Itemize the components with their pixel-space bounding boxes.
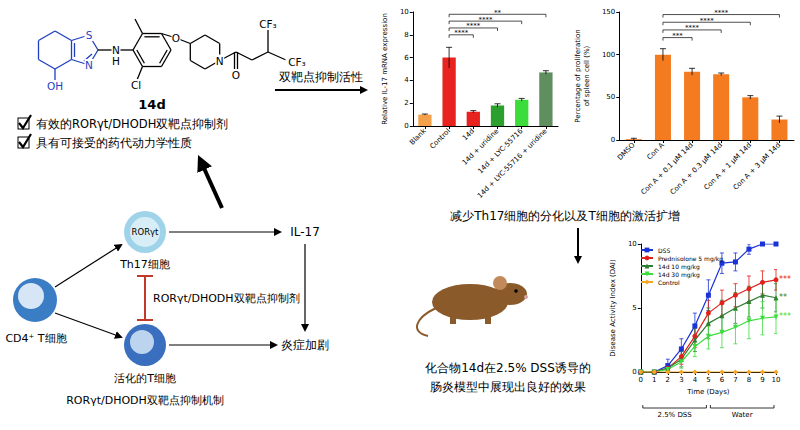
- svg-text:双靶点抑制活性: 双靶点抑制活性: [279, 70, 363, 84]
- svg-text:100: 100: [602, 51, 615, 59]
- svg-text:***: ***: [672, 32, 683, 40]
- svg-text:***: ***: [779, 312, 791, 321]
- svg-text:减少Th17细胞的分化以及T细胞的激活扩增: 减少Th17细胞的分化以及T细胞的激活扩增: [450, 209, 680, 223]
- svg-text:5: 5: [706, 376, 710, 384]
- svg-text:O: O: [172, 32, 180, 44]
- svg-text:0: 0: [632, 368, 636, 376]
- svg-text:of spleen cell (%): of spleen cell (%): [583, 45, 591, 106]
- svg-text:****: ****: [700, 17, 715, 25]
- svg-text:14d + LYC-55716: 14d + LYC-55716: [476, 127, 524, 175]
- svg-text:****: ****: [685, 24, 700, 32]
- svg-text:Blank: Blank: [408, 126, 428, 146]
- svg-text:2: 2: [404, 99, 408, 107]
- svg-text:Con A + 1 μM 14d: Con A + 1 μM 14d: [703, 141, 754, 192]
- svg-text:O: O: [232, 69, 240, 81]
- svg-text:RORγt/DHODH双靶点抑制剂: RORγt/DHODH双靶点抑制剂: [153, 292, 300, 305]
- svg-text:N: N: [216, 55, 224, 67]
- svg-text:Prednisolone 5 mg/kg: Prednisolone 5 mg/kg: [658, 255, 723, 263]
- svg-text:RORγt: RORγt: [132, 227, 160, 237]
- svg-text:14d: 14d: [138, 97, 165, 112]
- svg-text:**: **: [779, 293, 787, 302]
- svg-text:****: ****: [478, 16, 493, 24]
- svg-text:Water: Water: [732, 411, 753, 419]
- svg-text:***: ***: [779, 275, 791, 284]
- svg-text:肠炎模型中展现出良好的效果: 肠炎模型中展现出良好的效果: [430, 380, 586, 394]
- svg-text:RORγt/DHODH双靶点抑制机制: RORγt/DHODH双靶点抑制机制: [66, 394, 224, 407]
- svg-text:活化的T细胞: 活化的T细胞: [114, 372, 176, 385]
- svg-text:14d + LYC-55716 + uridine: 14d + LYC-55716 + uridine: [476, 127, 549, 200]
- svg-text:8: 8: [747, 376, 751, 384]
- svg-text:Disease Activity Index (DAI): Disease Activity Index (DAI): [609, 259, 617, 357]
- svg-text:DMSO: DMSO: [616, 141, 637, 162]
- svg-text:**: **: [494, 9, 502, 17]
- svg-text:具有可接受的药代动力学性质: 具有可接受的药代动力学性质: [36, 136, 192, 150]
- svg-text:****: ****: [454, 29, 469, 37]
- svg-text:Control: Control: [658, 279, 680, 286]
- svg-text:Relative IL-17 mRNA expression: Relative IL-17 mRNA expression: [381, 13, 389, 125]
- svg-text:5: 5: [632, 304, 636, 312]
- svg-text:N: N: [85, 59, 93, 71]
- svg-text:Control: Control: [428, 127, 452, 151]
- svg-text:14d: 14d: [461, 127, 476, 142]
- svg-text:DSS: DSS: [658, 247, 670, 254]
- svg-text:14d + uridine: 14d + uridine: [460, 127, 501, 167]
- svg-text:Con A + 0.3 μM 14d: Con A + 0.3 μM 14d: [669, 141, 724, 196]
- svg-text:OH: OH: [47, 80, 63, 92]
- svg-text:6: 6: [720, 376, 725, 384]
- svg-text:6: 6: [404, 54, 409, 62]
- svg-text:化合物14d在2.5% DSS诱导的: 化合物14d在2.5% DSS诱导的: [425, 361, 591, 375]
- svg-text:有效的RORγt/DHODH双靶点抑制剂: 有效的RORγt/DHODH双靶点抑制剂: [36, 117, 228, 131]
- svg-text:0: 0: [404, 122, 408, 130]
- svg-text:14d 30 mg/kg: 14d 30 mg/kg: [658, 271, 700, 279]
- svg-text:1: 1: [652, 376, 656, 384]
- svg-text:H: H: [112, 55, 120, 67]
- svg-text:14d 10 mg/kg: 14d 10 mg/kg: [658, 263, 700, 271]
- svg-text:4: 4: [404, 76, 409, 84]
- svg-text:7: 7: [733, 376, 737, 384]
- svg-text:Th17细胞: Th17细胞: [119, 258, 170, 271]
- svg-text:CD4⁺ T细胞: CD4⁺ T细胞: [5, 332, 66, 345]
- svg-text:10: 10: [628, 240, 637, 248]
- svg-text:10: 10: [400, 8, 409, 16]
- svg-text:Con A + 0.1 μM 14d: Con A + 0.1 μM 14d: [640, 141, 695, 196]
- svg-text:N: N: [112, 44, 120, 56]
- svg-text:50: 50: [606, 93, 615, 101]
- svg-text:9: 9: [760, 376, 764, 384]
- svg-text:2.5% DSS: 2.5% DSS: [657, 411, 692, 419]
- svg-text:炎症加剧: 炎症加剧: [281, 338, 329, 352]
- svg-text:3: 3: [679, 376, 683, 384]
- svg-text:Percentage of proliferation: Percentage of proliferation: [574, 29, 582, 122]
- svg-text:0: 0: [611, 136, 615, 144]
- svg-text:10: 10: [772, 376, 781, 384]
- svg-text:Con A + 3 μM 14d: Con A + 3 μM 14d: [732, 141, 783, 192]
- svg-text:S: S: [86, 29, 93, 41]
- svg-text:****: ****: [466, 22, 481, 30]
- svg-text:8: 8: [404, 31, 408, 39]
- svg-text:150: 150: [602, 8, 615, 16]
- svg-text:Cl: Cl: [131, 79, 141, 91]
- svg-text:****: ****: [714, 9, 729, 17]
- svg-text:0: 0: [639, 376, 643, 384]
- svg-text:CF₃: CF₃: [288, 56, 306, 68]
- svg-text:CF₃: CF₃: [259, 18, 277, 30]
- svg-text:Time (Days): Time (Days): [686, 388, 730, 396]
- svg-text:IL-17: IL-17: [290, 225, 320, 239]
- svg-text:Con A: Con A: [646, 141, 666, 161]
- svg-text:2: 2: [666, 376, 670, 384]
- svg-text:4: 4: [693, 376, 698, 384]
